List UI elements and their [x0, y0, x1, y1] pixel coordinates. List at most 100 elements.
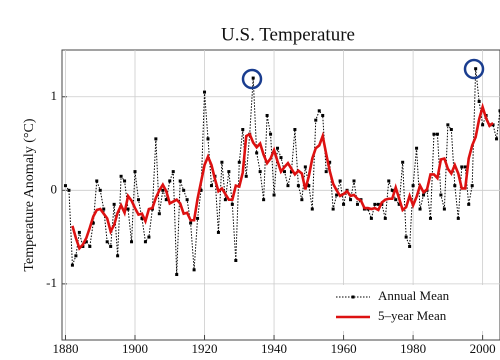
marker [384, 217, 387, 220]
marker [210, 184, 213, 187]
marker [280, 156, 283, 159]
marker [394, 198, 397, 201]
marker [158, 212, 161, 215]
marker [419, 208, 422, 211]
y-tick-label: 1 [51, 88, 58, 103]
marker [64, 184, 67, 187]
marker [189, 222, 192, 225]
marker [116, 254, 119, 257]
marker [276, 147, 279, 150]
marker [457, 217, 460, 220]
marker [88, 245, 91, 248]
marker [220, 161, 223, 164]
marker [283, 170, 286, 173]
marker [342, 203, 345, 206]
marker [130, 240, 133, 243]
marker [304, 165, 307, 168]
marker [147, 236, 150, 239]
marker [321, 114, 324, 117]
legend-marker [352, 296, 355, 299]
marker [297, 184, 300, 187]
x-tick-label: 2000 [470, 341, 496, 355]
marker [405, 236, 408, 239]
marker [123, 179, 126, 182]
x-tick-label: 1880 [52, 341, 78, 355]
marker [339, 179, 342, 182]
marker [259, 170, 262, 173]
marker [439, 194, 442, 197]
marker [273, 194, 276, 197]
marker [349, 198, 352, 201]
marker [134, 170, 137, 173]
marker [460, 165, 463, 168]
marker [408, 245, 411, 248]
marker [370, 217, 373, 220]
marker [144, 240, 147, 243]
y-axis-label: Temperature Anomaly (°C) [22, 118, 37, 271]
marker [262, 198, 265, 201]
marker [99, 189, 102, 192]
marker [422, 194, 425, 197]
marker [234, 259, 237, 262]
marker [102, 208, 105, 211]
marker [464, 165, 467, 168]
marker [231, 203, 234, 206]
marker [286, 184, 289, 187]
marker [415, 147, 418, 150]
marker [172, 170, 175, 173]
marker [109, 245, 112, 248]
marker [179, 179, 182, 182]
marker [443, 208, 446, 211]
marker [373, 203, 376, 206]
marker [269, 133, 272, 136]
x-tick-label: 1940 [261, 341, 287, 355]
marker [474, 67, 477, 70]
marker [74, 254, 77, 257]
marker [154, 137, 157, 140]
marker [293, 128, 296, 131]
marker [332, 208, 335, 211]
marker [478, 100, 481, 103]
marker [207, 137, 210, 140]
marker [245, 175, 248, 178]
marker [252, 77, 255, 80]
marker [106, 240, 109, 243]
marker [314, 119, 317, 122]
x-tick-label: 1960 [331, 341, 357, 355]
y-tick-label: 0 [51, 181, 58, 196]
marker [127, 208, 130, 211]
marker [168, 179, 171, 182]
marker [137, 198, 140, 201]
marker [325, 170, 328, 173]
marker [353, 179, 356, 182]
marker [481, 123, 484, 126]
marker [450, 128, 453, 131]
legend-label: 5–year Mean [378, 308, 447, 323]
marker [432, 133, 435, 136]
marker [120, 175, 123, 178]
y-tick-label: -1 [46, 275, 57, 290]
marker [203, 91, 206, 94]
marker [495, 137, 498, 140]
marker [318, 109, 321, 112]
marker [266, 114, 269, 117]
marker [95, 179, 98, 182]
marker [227, 170, 230, 173]
marker [401, 161, 404, 164]
marker [311, 208, 314, 211]
chart-title: U.S. Temperature [221, 24, 355, 45]
marker [182, 189, 185, 192]
x-tick-label: 1980 [400, 341, 426, 355]
marker [412, 184, 415, 187]
marker [196, 217, 199, 220]
marker [446, 123, 449, 126]
marker [356, 203, 359, 206]
marker [186, 198, 189, 201]
marker [193, 268, 196, 271]
marker [300, 198, 303, 201]
marker [217, 231, 220, 234]
marker [71, 264, 74, 267]
marker [471, 184, 474, 187]
marker [238, 161, 241, 164]
